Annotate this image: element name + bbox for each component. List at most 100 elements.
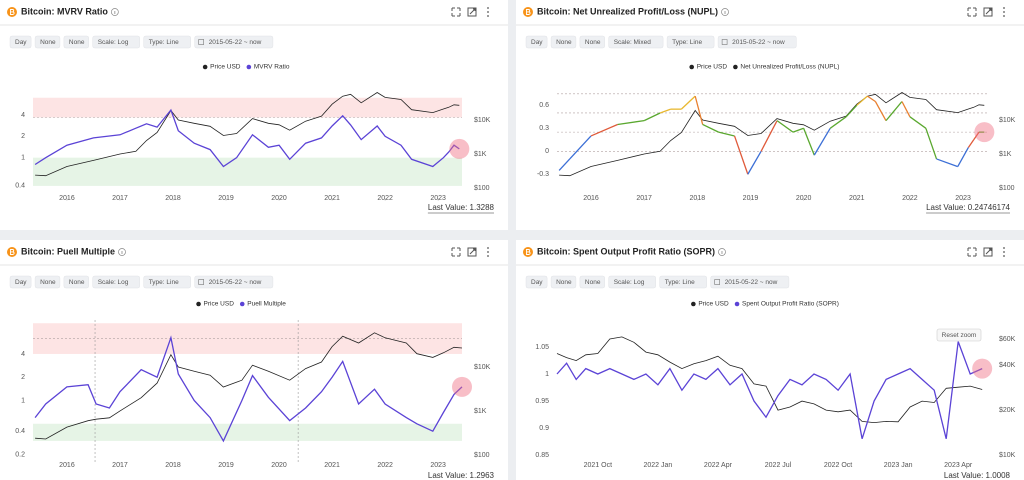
toolbar-button[interactable] bbox=[143, 35, 191, 49]
toolbar-button-label: Day bbox=[15, 39, 27, 46]
toolbar-button[interactable] bbox=[579, 275, 605, 289]
more-icon-dot[interactable] bbox=[487, 7, 489, 9]
toolbar-button[interactable] bbox=[9, 35, 32, 49]
toolbar-button[interactable] bbox=[608, 275, 656, 289]
indicator-line-segment bbox=[680, 95, 696, 110]
more-icon-dot[interactable] bbox=[1003, 15, 1005, 17]
indicator-line-segment bbox=[967, 139, 975, 148]
more-icon-dot[interactable] bbox=[1003, 247, 1005, 249]
chart-title: Bitcoin: Spent Output Profit Ratio (SOPR… bbox=[537, 246, 715, 256]
toolbar-button-label: None bbox=[556, 279, 572, 286]
x-tick-label: 2022 Jan bbox=[643, 462, 672, 469]
expand-icon[interactable] bbox=[451, 7, 461, 17]
more-icon-dot[interactable] bbox=[487, 251, 489, 253]
toolbar-button[interactable] bbox=[579, 35, 605, 49]
x-tick-label: 2023 bbox=[955, 195, 971, 202]
chart-panel: Bitcoin: Spent Output Profit Ratio (SOPR… bbox=[516, 240, 1024, 480]
zone-band bbox=[33, 97, 462, 118]
toolbar-button[interactable] bbox=[525, 275, 548, 289]
toolbar-button-label: None bbox=[556, 39, 572, 46]
calendar-icon bbox=[198, 39, 204, 45]
indicator-line-segment bbox=[733, 135, 749, 175]
last-point-highlight bbox=[972, 358, 993, 379]
x-tick-label: 2019 bbox=[218, 195, 234, 202]
info-icon[interactable] bbox=[118, 248, 126, 256]
chart-title: Bitcoin: Net Unrealized Profit/Loss (NUP… bbox=[537, 6, 718, 16]
share-icon[interactable] bbox=[467, 7, 477, 17]
expand-icon[interactable] bbox=[967, 247, 977, 257]
toolbar-button[interactable] bbox=[194, 35, 274, 49]
toolbar-button[interactable] bbox=[666, 35, 715, 49]
more-icon-dot[interactable] bbox=[1003, 7, 1005, 9]
last-point-highlight bbox=[974, 122, 995, 143]
expand-icon[interactable] bbox=[451, 247, 461, 257]
x-tick-label: 2019 bbox=[218, 462, 234, 469]
info-icon[interactable] bbox=[721, 8, 729, 16]
y2-tick-label: $1K bbox=[474, 151, 487, 158]
toolbar-button-label: Scale: Log bbox=[98, 39, 129, 46]
more-icon-dot[interactable] bbox=[1003, 251, 1005, 253]
toolbar-button[interactable] bbox=[550, 275, 577, 289]
x-tick-label: 2016 bbox=[59, 195, 75, 202]
expand-icon[interactable] bbox=[967, 7, 977, 17]
indicator-line-segment bbox=[936, 158, 958, 168]
toolbar-button[interactable] bbox=[717, 35, 797, 49]
share-arrow bbox=[469, 8, 476, 15]
x-tick-label: 2022 bbox=[377, 462, 393, 469]
toolbar-button-label: Scale: Mixed bbox=[614, 39, 652, 46]
info-icon[interactable] bbox=[110, 8, 119, 16]
x-tick-label: 2020 bbox=[271, 462, 287, 469]
more-icon-dot[interactable] bbox=[487, 15, 489, 17]
x-tick-label: 2020 bbox=[271, 195, 287, 202]
reset-zoom-label: Reset zoom bbox=[942, 332, 977, 339]
toolbar-button[interactable] bbox=[63, 275, 89, 289]
indicator-line-segment bbox=[659, 108, 671, 114]
y-tick-label: 0.6 bbox=[539, 102, 549, 109]
more-icon-dot[interactable] bbox=[1003, 11, 1005, 13]
toolbar-button[interactable] bbox=[63, 35, 89, 49]
toolbar-button[interactable] bbox=[143, 275, 191, 289]
chart-title: Bitcoin: MVRV Ratio bbox=[21, 6, 108, 16]
y2-tick-label: $100 bbox=[474, 185, 490, 192]
indicator-line-segment bbox=[973, 131, 980, 141]
toolbar-button-label: Day bbox=[15, 279, 27, 286]
reset-zoom-button[interactable] bbox=[936, 328, 982, 342]
more-icon-dot[interactable] bbox=[487, 255, 489, 257]
toolbar-button[interactable] bbox=[34, 275, 61, 289]
more-icon-dot[interactable] bbox=[487, 247, 489, 249]
calendar-icon bbox=[721, 39, 728, 45]
toolbar-button[interactable] bbox=[710, 275, 790, 289]
chart: Bitcoin: Net Unrealized Profit/Loss (NUP… bbox=[516, 6, 1024, 214]
chart-panel: Bitcoin: MVRV Ratio Day None None Scale: Log… bbox=[0, 0, 508, 230]
indicator-line bbox=[556, 341, 983, 439]
toolbar-button[interactable] bbox=[659, 275, 707, 289]
share-icon[interactable] bbox=[983, 7, 993, 17]
share-icon[interactable] bbox=[467, 247, 477, 257]
toolbar-button[interactable] bbox=[550, 35, 577, 49]
more-icon-dot[interactable] bbox=[1003, 255, 1005, 257]
x-tick-label: 2017 bbox=[636, 195, 652, 202]
more-icon-dot[interactable] bbox=[487, 11, 489, 13]
share-arrow bbox=[469, 248, 476, 255]
y2-tick-label: $1K bbox=[474, 408, 487, 415]
toolbar-button[interactable] bbox=[9, 275, 32, 289]
indicator-line-segment bbox=[747, 150, 762, 175]
toolbar-button[interactable] bbox=[34, 35, 61, 49]
y2-tick-label: $20K bbox=[999, 407, 1016, 414]
info-icon[interactable] bbox=[718, 248, 726, 256]
toolbar-button-label: Type: Line bbox=[665, 279, 695, 286]
toolbar-button[interactable] bbox=[608, 35, 664, 49]
toolbar-button[interactable] bbox=[92, 35, 140, 49]
zone-band bbox=[33, 423, 462, 441]
share-icon[interactable] bbox=[983, 247, 993, 257]
y2-tick-label: $40K bbox=[999, 362, 1016, 369]
y-tick-label: 0.3 bbox=[539, 125, 549, 132]
indicator-line-segment bbox=[702, 123, 719, 133]
toolbar-button[interactable] bbox=[194, 275, 274, 289]
toolbar-button[interactable] bbox=[92, 275, 140, 289]
toolbar-button[interactable] bbox=[525, 35, 548, 49]
indicator-line-segment bbox=[813, 127, 831, 156]
toolbar-button-label: 2015-05-22 ~ now bbox=[725, 279, 778, 286]
indicator-line-segment bbox=[874, 101, 887, 121]
price-line bbox=[559, 92, 985, 177]
